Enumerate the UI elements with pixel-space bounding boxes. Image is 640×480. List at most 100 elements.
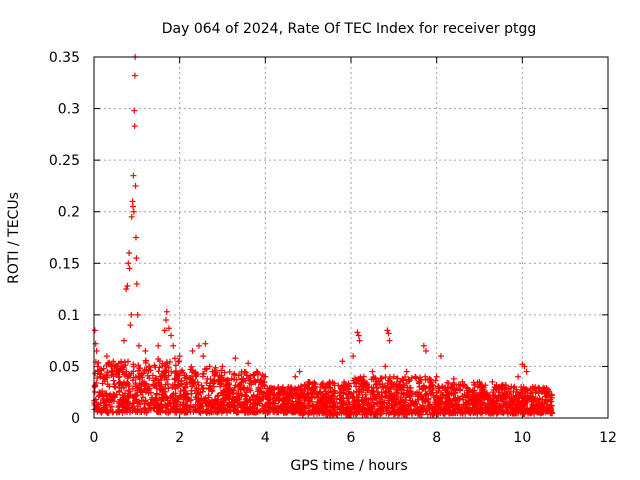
data-point bbox=[237, 386, 244, 393]
data-point bbox=[123, 400, 130, 407]
data-point bbox=[171, 376, 178, 383]
data-point bbox=[195, 399, 202, 406]
x-tick-label: 10 bbox=[513, 430, 531, 446]
y-tick-label: 0.2 bbox=[58, 205, 80, 221]
y-tick-label: 0.05 bbox=[49, 359, 80, 375]
data-point bbox=[165, 372, 172, 379]
data-point bbox=[163, 308, 170, 315]
data-point bbox=[382, 363, 389, 370]
data-point bbox=[224, 376, 231, 383]
data-point bbox=[129, 198, 136, 205]
data-point bbox=[172, 385, 179, 392]
data-point bbox=[279, 388, 286, 395]
data-point bbox=[385, 330, 392, 337]
data-point bbox=[152, 397, 159, 404]
data-point bbox=[126, 388, 133, 395]
data-point bbox=[263, 389, 270, 396]
data-point bbox=[284, 406, 291, 413]
data-point bbox=[185, 396, 192, 403]
data-point bbox=[189, 347, 196, 354]
data-point bbox=[256, 391, 263, 398]
data-point bbox=[214, 398, 221, 405]
data-point bbox=[245, 360, 252, 367]
data-point bbox=[91, 327, 98, 334]
data-point bbox=[212, 370, 219, 377]
data-point bbox=[116, 388, 123, 395]
data-point bbox=[167, 408, 174, 415]
data-point bbox=[188, 383, 195, 390]
data-point bbox=[142, 383, 149, 390]
data-point bbox=[156, 380, 163, 387]
y-tick-label: 0.3 bbox=[58, 102, 80, 118]
data-point bbox=[277, 408, 284, 415]
data-point bbox=[103, 353, 110, 360]
data-point bbox=[132, 182, 139, 189]
data-point bbox=[164, 395, 171, 402]
data-point bbox=[170, 404, 177, 411]
data-point bbox=[192, 407, 199, 414]
data-point bbox=[339, 358, 346, 365]
data-point bbox=[112, 384, 119, 391]
data-point bbox=[173, 372, 180, 379]
data-point bbox=[155, 368, 162, 375]
data-point bbox=[253, 409, 260, 416]
x-tick-label: 2 bbox=[175, 430, 184, 446]
data-point bbox=[135, 342, 142, 349]
data-point bbox=[126, 383, 133, 390]
data-point bbox=[235, 372, 242, 379]
data-point bbox=[212, 364, 219, 371]
data-point bbox=[146, 405, 153, 412]
data-point bbox=[230, 399, 237, 406]
data-point bbox=[153, 407, 160, 414]
data-point bbox=[153, 383, 160, 390]
x-tick-label: 4 bbox=[261, 430, 270, 446]
data-point bbox=[246, 385, 253, 392]
data-point bbox=[523, 368, 530, 375]
data-point bbox=[162, 317, 169, 324]
data-point bbox=[172, 394, 179, 401]
data-point bbox=[288, 408, 295, 415]
data-point bbox=[264, 394, 271, 401]
data-point bbox=[209, 399, 216, 406]
data-point bbox=[244, 372, 251, 379]
data-point bbox=[193, 372, 200, 379]
data-point bbox=[97, 389, 104, 396]
data-point bbox=[116, 379, 123, 386]
data-point bbox=[172, 362, 179, 369]
chart-title: Day 064 of 2024, Rate Of TEC Index for r… bbox=[162, 21, 537, 37]
data-point bbox=[218, 380, 225, 387]
data-point bbox=[433, 373, 440, 380]
data-point bbox=[158, 404, 165, 411]
data-point bbox=[200, 384, 207, 391]
data-point bbox=[250, 392, 257, 399]
data-point bbox=[232, 355, 239, 362]
data-point bbox=[203, 398, 210, 405]
data-point bbox=[106, 393, 113, 400]
data-point bbox=[117, 359, 124, 366]
data-point bbox=[252, 378, 259, 385]
data-point bbox=[246, 380, 253, 387]
data-point bbox=[125, 260, 132, 267]
data-point bbox=[190, 403, 197, 410]
data-point bbox=[192, 369, 199, 376]
data-point bbox=[403, 368, 410, 375]
data-point bbox=[165, 401, 172, 408]
data-point bbox=[515, 373, 522, 380]
data-point bbox=[164, 381, 171, 388]
data-point bbox=[169, 404, 176, 411]
data-point bbox=[135, 367, 142, 374]
data-point bbox=[132, 234, 139, 241]
data-point bbox=[142, 347, 149, 354]
data-point bbox=[144, 400, 151, 407]
data-point bbox=[192, 394, 199, 401]
data-point bbox=[281, 405, 288, 412]
data-point bbox=[199, 385, 206, 392]
data-point bbox=[150, 381, 157, 388]
data-point bbox=[354, 329, 361, 336]
data-point bbox=[172, 367, 179, 374]
data-point bbox=[120, 364, 127, 371]
data-point bbox=[188, 390, 195, 397]
data-point bbox=[231, 403, 238, 410]
data-point bbox=[182, 384, 189, 391]
data-point bbox=[133, 255, 140, 262]
